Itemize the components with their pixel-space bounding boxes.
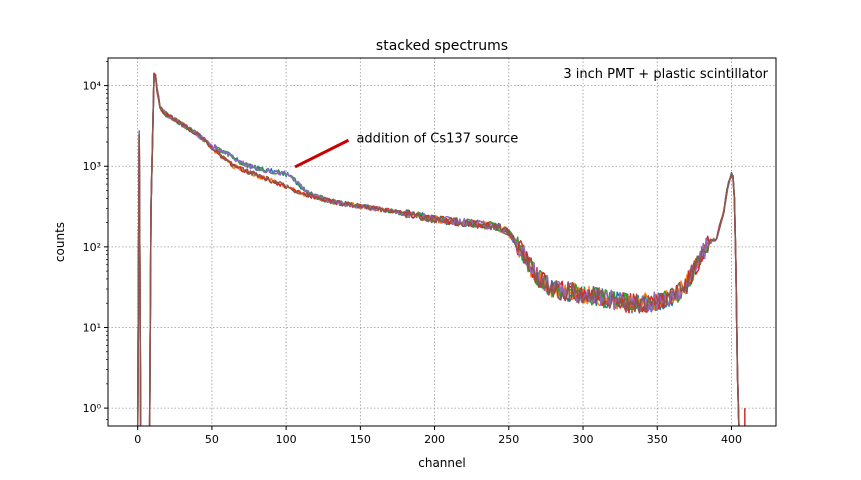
cs137-arrow — [294, 138, 350, 169]
y-tick-label: 10⁴ — [83, 80, 102, 93]
x-tick-label: 0 — [134, 433, 141, 446]
y-tick-label: 10³ — [83, 160, 101, 173]
y-tick-label: 10¹ — [83, 321, 101, 334]
x-tick-label: 400 — [721, 433, 742, 446]
y-tick-label: 10² — [83, 241, 101, 254]
y-axis-ticks: 10⁰ 10¹ 10² 10³ 10⁴ — [83, 60, 108, 420]
chart-title: stacked spectrums — [376, 38, 508, 54]
x-tick-label: 250 — [498, 433, 519, 446]
x-tick-label: 100 — [276, 433, 297, 446]
series-lines — [136, 72, 746, 426]
series-line — [136, 74, 740, 426]
pmt-annotation: 3 inch PMT + plastic scintillator — [563, 67, 768, 82]
x-axis-ticks: 0 50 100 150 200 250 300 350 400 — [134, 426, 742, 446]
cs137-annotation: addition of Cs137 source — [356, 131, 518, 146]
x-axis-label: channel — [418, 456, 465, 470]
annotations: 3 inch PMT + plastic scintillator additio… — [294, 67, 769, 169]
y-axis-label: counts — [53, 222, 67, 262]
x-tick-label: 150 — [350, 433, 371, 446]
plot-frame — [107, 57, 777, 427]
series-line — [136, 74, 740, 426]
grid — [108, 58, 776, 426]
x-tick-label: 300 — [573, 433, 594, 446]
y-tick-label: 10⁰ — [83, 402, 102, 415]
x-tick-label: 350 — [647, 433, 668, 446]
x-tick-label: 50 — [205, 433, 219, 446]
x-tick-label: 200 — [424, 433, 445, 446]
series-line — [136, 73, 740, 426]
series-line — [136, 72, 740, 426]
series-line — [136, 73, 740, 426]
series-line — [136, 73, 740, 426]
